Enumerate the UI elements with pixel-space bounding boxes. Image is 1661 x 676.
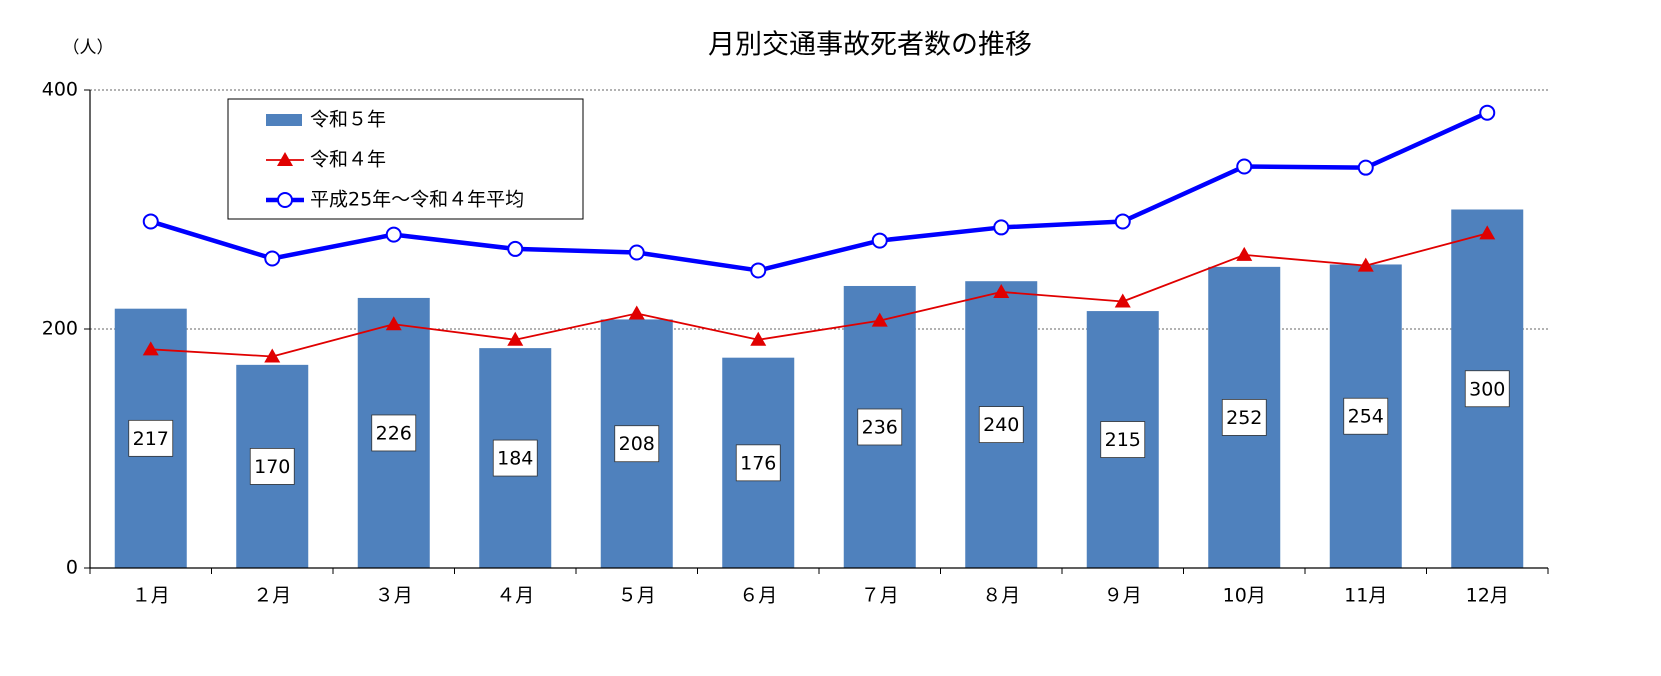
value-label: 170	[254, 456, 290, 478]
value-label-box	[1100, 421, 1146, 458]
x-tick-label: 12月	[1466, 585, 1509, 607]
x-tick-label: ９月	[1104, 585, 1142, 607]
y-tick-label: 0	[66, 557, 78, 579]
marker	[1479, 225, 1496, 240]
value-label-box	[978, 406, 1024, 444]
y-tick-label: 400	[42, 79, 78, 101]
legend-label: 令和５年	[310, 109, 386, 131]
x-tick-label: ６月	[739, 585, 777, 607]
value-label: 184	[497, 448, 533, 470]
marker	[1236, 158, 1253, 175]
value-label-box	[1343, 397, 1389, 435]
value-label-box	[492, 439, 538, 477]
value-label-box	[249, 448, 295, 485]
marker	[264, 250, 281, 267]
marker	[993, 219, 1010, 236]
value-label-box	[128, 419, 174, 457]
value-label-box	[614, 425, 660, 463]
marker	[1114, 213, 1131, 230]
marker	[385, 226, 402, 243]
line	[150, 232, 1488, 358]
marker	[628, 305, 645, 320]
marker	[750, 262, 767, 279]
x-tick-label: ８月	[982, 585, 1020, 607]
value-label: 215	[1105, 429, 1141, 451]
legend-marker	[277, 192, 293, 208]
legend-swatch	[266, 114, 302, 126]
value-label: 254	[1348, 406, 1384, 428]
x-tick-label: 11月	[1344, 585, 1387, 607]
legend-label: 平成25年～令和４年平均	[310, 189, 524, 211]
y-tick-label: 200	[42, 318, 78, 340]
marker	[993, 283, 1010, 298]
x-tick-label: 10月	[1223, 585, 1266, 607]
x-tick-label: ２月	[253, 585, 291, 607]
value-label: 226	[376, 422, 412, 444]
marker	[264, 348, 281, 363]
value-label: 300	[1469, 378, 1505, 400]
value-label: 252	[1226, 407, 1262, 429]
marker	[1479, 104, 1496, 121]
marker	[1114, 293, 1131, 308]
marker	[628, 244, 645, 261]
value-label: 240	[983, 414, 1019, 436]
y-unit-label: （人）	[63, 38, 114, 58]
value-label: 236	[862, 416, 898, 438]
marker	[1357, 159, 1374, 176]
value-label-box	[1221, 399, 1267, 436]
x-tick-label: ４月	[496, 585, 534, 607]
marker	[507, 331, 524, 346]
marker	[1236, 246, 1253, 261]
marker	[871, 312, 888, 327]
value-label: 217	[133, 428, 169, 450]
value-label-box	[371, 414, 417, 452]
marker	[1357, 257, 1374, 272]
x-tick-label: ３月	[375, 585, 413, 607]
value-label: 176	[740, 452, 776, 474]
x-tick-label: ７月	[861, 585, 899, 607]
x-tick-label: ５月	[618, 585, 656, 607]
marker	[142, 213, 159, 230]
value-label-box	[735, 444, 781, 482]
marker	[750, 331, 767, 346]
x-tick-label: １月	[132, 585, 170, 607]
marker	[871, 232, 888, 249]
marker	[142, 341, 159, 356]
line	[150, 110, 1489, 273]
legend-label: 令和４年	[310, 149, 386, 171]
marker	[385, 316, 402, 331]
marker	[507, 240, 524, 257]
value-label-box	[857, 408, 903, 446]
value-label-box	[1464, 370, 1510, 408]
legend-marker	[277, 152, 293, 166]
value-label: 208	[619, 433, 655, 455]
chart-title: 月別交通事故死者数の推移	[708, 30, 1032, 61]
